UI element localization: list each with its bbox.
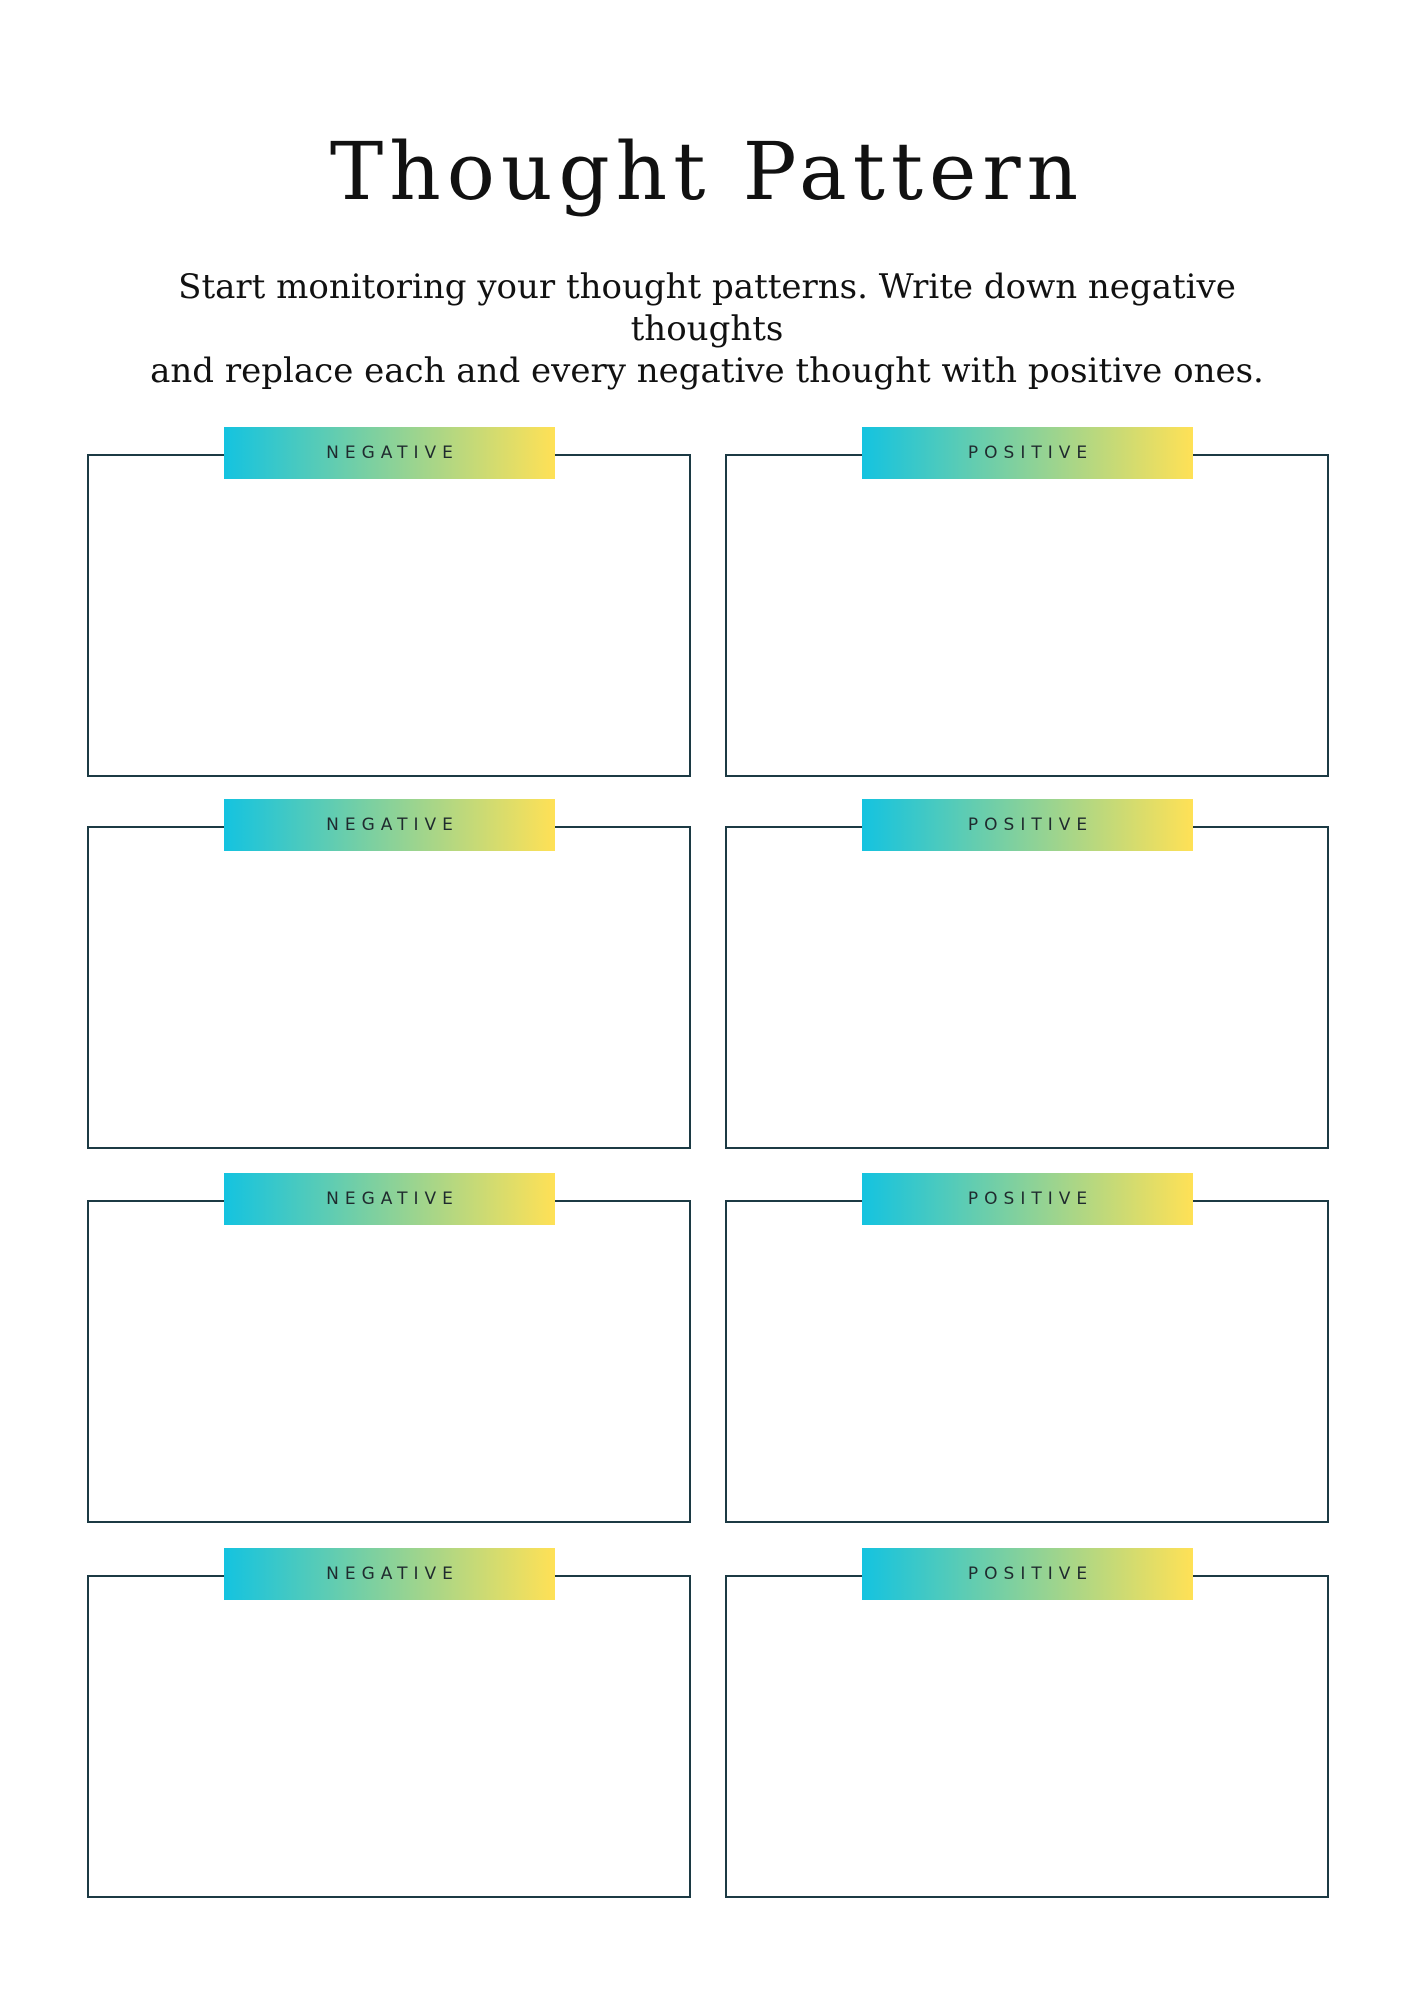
instructions-line-2: and replace each and every negative thou… — [150, 351, 1264, 391]
negative-label: NEGATIVE — [326, 1564, 459, 1584]
positive-label: POSITIVE — [967, 1564, 1094, 1584]
positive-card: POSITIVE — [725, 427, 1329, 777]
negative-tag: NEGATIVE — [224, 427, 555, 479]
page-title: Thought Pattern — [329, 125, 1085, 218]
negative-label: NEGATIVE — [326, 443, 459, 463]
positive-tag: POSITIVE — [862, 799, 1193, 851]
negative-writing-area[interactable] — [87, 1575, 691, 1898]
positive-tag: POSITIVE — [862, 427, 1193, 479]
negative-card: NEGATIVE — [87, 1548, 691, 1898]
negative-writing-area[interactable] — [87, 826, 691, 1149]
positive-label: POSITIVE — [967, 1189, 1094, 1209]
positive-card: POSITIVE — [725, 1548, 1329, 1898]
negative-label: NEGATIVE — [326, 815, 459, 835]
negative-tag: NEGATIVE — [224, 799, 555, 851]
positive-writing-area[interactable] — [725, 1575, 1329, 1898]
negative-label: NEGATIVE — [326, 1189, 459, 1209]
positive-tag: POSITIVE — [862, 1173, 1193, 1225]
positive-tag: POSITIVE — [862, 1548, 1193, 1600]
positive-writing-area[interactable] — [725, 826, 1329, 1149]
negative-card: NEGATIVE — [87, 427, 691, 777]
instructions: Start monitoring your thought patterns. … — [100, 266, 1314, 392]
positive-card: POSITIVE — [725, 799, 1329, 1149]
positive-label: POSITIVE — [967, 443, 1094, 463]
negative-tag: NEGATIVE — [224, 1548, 555, 1600]
negative-card: NEGATIVE — [87, 1173, 691, 1523]
instructions-line-1: Start monitoring your thought patterns. … — [178, 267, 1236, 349]
positive-card: POSITIVE — [725, 1173, 1329, 1523]
negative-writing-area[interactable] — [87, 454, 691, 777]
negative-tag: NEGATIVE — [224, 1173, 555, 1225]
thought-grid: NEGATIVE POSITIVE NEGATIVE POSITIVE NEGA… — [87, 427, 1331, 1907]
negative-card: NEGATIVE — [87, 799, 691, 1149]
positive-writing-area[interactable] — [725, 1200, 1329, 1523]
negative-writing-area[interactable] — [87, 1200, 691, 1523]
positive-label: POSITIVE — [967, 815, 1094, 835]
positive-writing-area[interactable] — [725, 454, 1329, 777]
